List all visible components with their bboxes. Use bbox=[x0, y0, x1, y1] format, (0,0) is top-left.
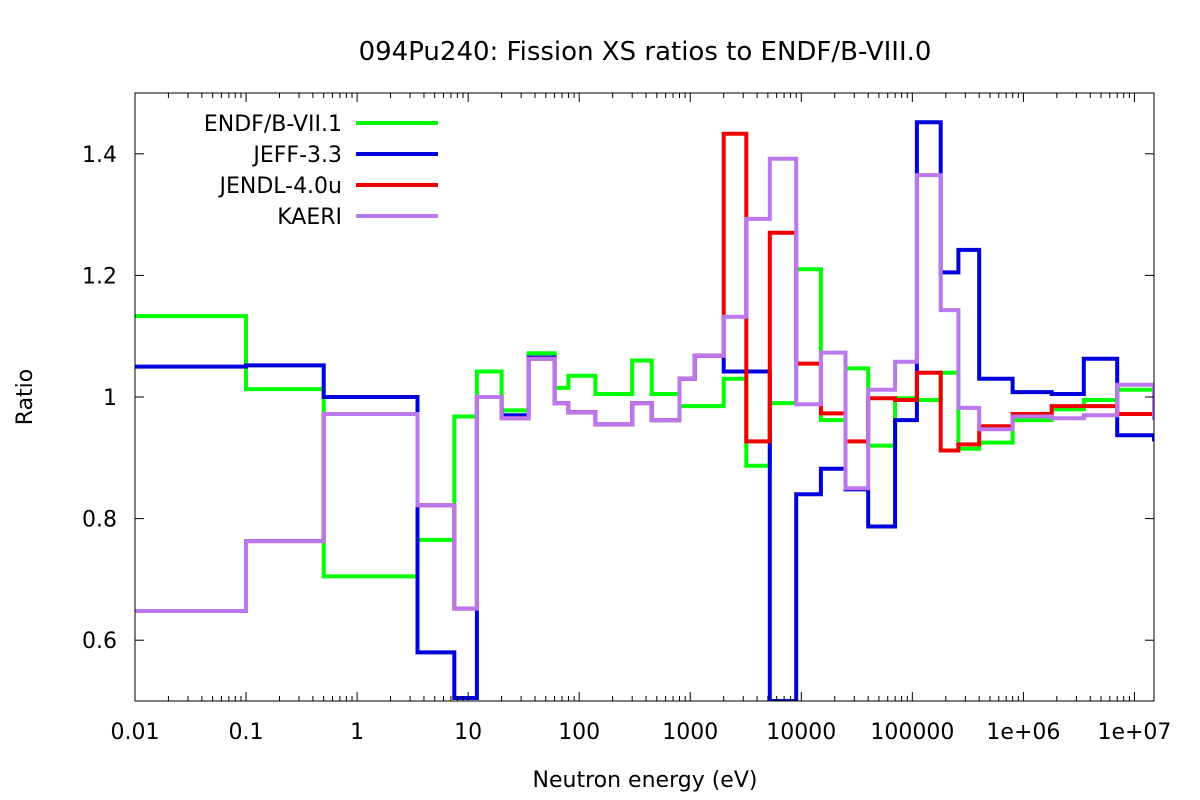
legend: ENDF/B-VII.1 JEFF-3.3 JENDL-4.0u KAERI bbox=[204, 112, 438, 230]
x-tick-label: 100000 bbox=[870, 720, 954, 745]
y-tick-label: 0.6 bbox=[82, 629, 117, 654]
x-tick-label: 1 bbox=[350, 720, 364, 745]
x-tick-label: 1000 bbox=[662, 720, 718, 745]
x-tick-label: 10000 bbox=[766, 720, 836, 745]
x-tick-label: 1e+06 bbox=[986, 720, 1060, 745]
y-tick-label: 1 bbox=[103, 386, 117, 411]
legend-label: JENDL-4.0u bbox=[217, 174, 342, 199]
x-tick-label: 10 bbox=[454, 720, 482, 745]
y-axis-label: Ratio bbox=[13, 369, 38, 425]
y-tick-label: 1.4 bbox=[82, 143, 117, 168]
series-line-3 bbox=[135, 156, 1154, 613]
x-tick-label: 0.1 bbox=[229, 720, 264, 745]
plot-frame bbox=[134, 92, 1155, 702]
y-tick-label: 1.2 bbox=[82, 264, 117, 289]
x-tick-label: 100 bbox=[558, 720, 600, 745]
x-axis-label: Neutron energy (eV) bbox=[533, 768, 758, 793]
y-tick-label: 0.8 bbox=[82, 508, 117, 533]
legend-label: JEFF-3.3 bbox=[251, 143, 342, 168]
axis-ticks: 0.6 0.8 1 1.2 1.4 0.01 0.1 1 10 100 1000 10000 10000… bbox=[82, 93, 1171, 745]
legend-label: ENDF/B-VII.1 bbox=[204, 112, 342, 137]
legend-label: KAERI bbox=[277, 205, 342, 230]
x-tick-label: 1e+07 bbox=[1097, 720, 1171, 745]
chart-title: 094Pu240: Fission XS ratios to ENDF/B-VI… bbox=[359, 37, 932, 67]
x-tick-label: 0.01 bbox=[111, 720, 160, 745]
